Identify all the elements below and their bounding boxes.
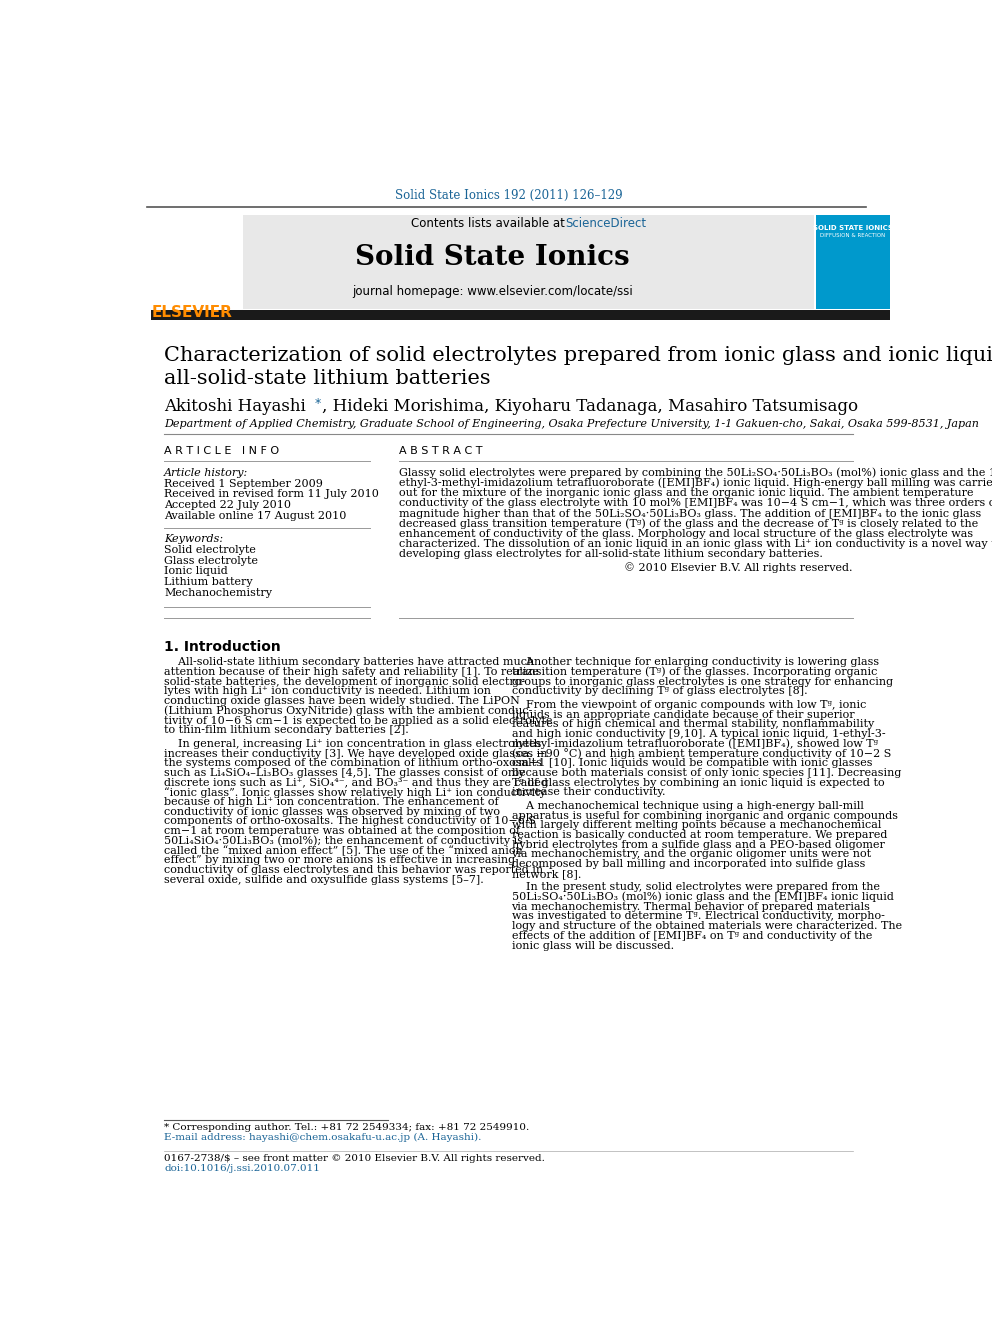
Text: components of ortho-oxosalts. The highest conductivity of 10−6 S: components of ortho-oxosalts. The highes…	[165, 816, 537, 827]
Text: DIFFUSION & REACTION: DIFFUSION & REACTION	[819, 233, 885, 238]
Text: Article history:: Article history:	[165, 468, 249, 478]
Text: such as Li₄SiO₄–Li₃BO₃ glasses [4,5]. The glasses consist of only: such as Li₄SiO₄–Li₃BO₃ glasses [4,5]. Th…	[165, 767, 525, 778]
Text: ScienceDirect: ScienceDirect	[565, 217, 647, 230]
Text: In the present study, solid electrolytes were prepared from the: In the present study, solid electrolytes…	[512, 882, 880, 892]
Text: increase their conductivity.: increase their conductivity.	[512, 787, 665, 798]
FancyBboxPatch shape	[151, 214, 243, 308]
Text: apparatus is useful for combining inorganic and organic compounds: apparatus is useful for combining inorga…	[512, 811, 898, 820]
Text: all-solid-state lithium batteries: all-solid-state lithium batteries	[165, 369, 491, 388]
Text: transition temperature (Tᵍ) of the glasses. Incorporating organic: transition temperature (Tᵍ) of the glass…	[512, 667, 877, 677]
Text: doi:10.1016/j.ssi.2010.07.011: doi:10.1016/j.ssi.2010.07.011	[165, 1164, 320, 1172]
Text: out for the mixture of the inorganic ionic glass and the organic ionic liquid. T: out for the mixture of the inorganic ion…	[399, 488, 973, 499]
Text: Solid State Ionics: Solid State Ionics	[355, 243, 630, 271]
Text: Accepted 22 July 2010: Accepted 22 July 2010	[165, 500, 292, 511]
Text: the systems composed of the combination of lithium ortho-oxosalts: the systems composed of the combination …	[165, 758, 543, 769]
Text: Another technique for enlarging conductivity is lowering glass: Another technique for enlarging conducti…	[512, 658, 879, 667]
Text: decreased glass transition temperature (Tᵍ) of the glass and the decrease of Tᵍ : decreased glass transition temperature (…	[399, 519, 978, 529]
Text: decomposed by ball milling and incorporated into sulfide glass: decomposed by ball milling and incorpora…	[512, 859, 865, 869]
Text: Glass electrolyte: Glass electrolyte	[165, 556, 258, 566]
Text: because both materials consist of only ionic species [11]. Decreasing: because both materials consist of only i…	[512, 767, 901, 778]
Text: ethyl-3-methyl-imidazolium tetrafluoroborate ([EMI]BF₄) ionic liquid. High-energ: ethyl-3-methyl-imidazolium tetrafluorobo…	[399, 478, 992, 488]
Text: increases their conductivity [3]. We have developed oxide glasses in: increases their conductivity [3]. We hav…	[165, 749, 548, 758]
Text: lytes with high Li⁺ ion conductivity is needed. Lithium ion: lytes with high Li⁺ ion conductivity is …	[165, 687, 491, 696]
Text: solid-state batteries, the development of inorganic solid electro-: solid-state batteries, the development o…	[165, 677, 526, 687]
Text: conducting oxide glasses have been widely studied. The LiPON: conducting oxide glasses have been widel…	[165, 696, 520, 706]
Text: Available online 17 August 2010: Available online 17 August 2010	[165, 511, 346, 521]
Text: ionic glass will be discussed.: ionic glass will be discussed.	[512, 941, 674, 950]
Text: features of high chemical and thermal stability, nonflammability: features of high chemical and thermal st…	[512, 720, 874, 729]
Text: cm−1 [10]. Ionic liquids would be compatible with ionic glasses: cm−1 [10]. Ionic liquids would be compat…	[512, 758, 872, 769]
FancyBboxPatch shape	[151, 311, 890, 320]
Text: In general, increasing Li⁺ ion concentration in glass electrolytes: In general, increasing Li⁺ ion concentra…	[165, 738, 542, 749]
Text: 0167-2738/$ – see front matter © 2010 Elsevier B.V. All rights reserved.: 0167-2738/$ – see front matter © 2010 El…	[165, 1154, 546, 1163]
Text: Department of Applied Chemistry, Graduate School of Engineering, Osaka Prefectur: Department of Applied Chemistry, Graduat…	[165, 419, 979, 430]
Text: * Corresponding author. Tel.: +81 72 2549334; fax: +81 72 2549910.: * Corresponding author. Tel.: +81 72 254…	[165, 1123, 530, 1132]
FancyBboxPatch shape	[816, 214, 890, 308]
Text: Characterization of solid electrolytes prepared from ionic glass and ionic liqui: Characterization of solid electrolytes p…	[165, 345, 992, 365]
Text: (Lithium Phosphorus OxyNitride) glass with the ambient conduc-: (Lithium Phosphorus OxyNitride) glass wi…	[165, 705, 533, 716]
Text: journal homepage: www.elsevier.com/locate/ssi: journal homepage: www.elsevier.com/locat…	[352, 284, 633, 298]
Text: because of high Li⁺ ion concentration. The enhancement of: because of high Li⁺ ion concentration. T…	[165, 796, 499, 807]
Text: cm−1 at room temperature was obtained at the composition of: cm−1 at room temperature was obtained at…	[165, 826, 520, 836]
Text: developing glass electrolytes for all-solid-state lithium secondary batteries.: developing glass electrolytes for all-so…	[399, 549, 823, 560]
Text: via mechanochemistry. Thermal behavior of prepared materials: via mechanochemistry. Thermal behavior o…	[512, 902, 870, 912]
Text: conductivity of glass electrolytes and this behavior was reported in: conductivity of glass electrolytes and t…	[165, 865, 544, 875]
Text: several oxide, sulfide and oxysulfide glass systems [5–7].: several oxide, sulfide and oxysulfide gl…	[165, 875, 484, 885]
Text: A B S T R A C T: A B S T R A C T	[399, 446, 483, 456]
Text: *: *	[314, 397, 320, 410]
Text: Received in revised form 11 July 2010: Received in revised form 11 July 2010	[165, 490, 379, 500]
Text: Glassy solid electrolytes were prepared by combining the 50Li₂SO₄·50Li₃BO₃ (mol%: Glassy solid electrolytes were prepared …	[399, 467, 992, 478]
Text: SOLID STATE IONICS: SOLID STATE IONICS	[812, 225, 893, 232]
Text: to thin-film lithium secondary batteries [2].: to thin-film lithium secondary batteries…	[165, 725, 409, 736]
Text: effect” by mixing two or more anions is effective in increasing: effect” by mixing two or more anions is …	[165, 855, 516, 865]
Text: attention because of their high safety and reliability [1]. To realize: attention because of their high safety a…	[165, 667, 540, 677]
Text: hybrid electrolytes from a sulfide glass and a PEO-based oligomer: hybrid electrolytes from a sulfide glass…	[512, 840, 885, 849]
Text: Akitoshi Hayashi: Akitoshi Hayashi	[165, 398, 307, 415]
Text: characterized. The dissolution of an ionic liquid in an ionic glass with Li⁺ ion: characterized. The dissolution of an ion…	[399, 538, 992, 549]
Text: liquids is an appropriate candidate because of their superior: liquids is an appropriate candidate beca…	[512, 709, 854, 720]
Text: reaction is basically conducted at room temperature. We prepared: reaction is basically conducted at room …	[512, 830, 887, 840]
Text: E-mail address: hayashi@chem.osakafu-u.ac.jp (A. Hayashi).: E-mail address: hayashi@chem.osakafu-u.a…	[165, 1132, 482, 1142]
Text: tivity of 10−6 S cm−1 is expected to be applied as a solid electrolyte: tivity of 10−6 S cm−1 is expected to be …	[165, 716, 553, 725]
Text: effects of the addition of [EMI]BF₄ on Tᵍ and conductivity of the: effects of the addition of [EMI]BF₄ on T…	[512, 931, 872, 941]
Text: Tᵍ of glass electrolytes by combining an ionic liquid is expected to: Tᵍ of glass electrolytes by combining an…	[512, 778, 884, 787]
Text: © 2010 Elsevier B.V. All rights reserved.: © 2010 Elsevier B.V. All rights reserved…	[624, 562, 852, 573]
Text: Solid State Ionics 192 (2011) 126–129: Solid State Ionics 192 (2011) 126–129	[395, 189, 622, 202]
Text: ELSEVIER: ELSEVIER	[152, 306, 233, 320]
Text: Mechanochemistry: Mechanochemistry	[165, 587, 272, 598]
Text: Lithium battery: Lithium battery	[165, 577, 253, 587]
Text: via mechanochemistry, and the organic oligomer units were not: via mechanochemistry, and the organic ol…	[512, 849, 872, 860]
Text: All-solid-state lithium secondary batteries have attracted much: All-solid-state lithium secondary batter…	[165, 658, 535, 667]
Text: logy and structure of the obtained materials were characterized. The: logy and structure of the obtained mater…	[512, 921, 902, 931]
Text: discrete ions such as Li⁺, SiO₄⁴⁻, and BO₃³⁻ and thus they are called: discrete ions such as Li⁺, SiO₄⁴⁻, and B…	[165, 778, 549, 787]
Text: magnitude higher than that of the 50Li₂SO₄·50Li₃BO₃ glass. The addition of [EMI]: magnitude higher than that of the 50Li₂S…	[399, 508, 981, 519]
Text: “ionic glass”. Ionic glasses show relatively high Li⁺ ion conductivity: “ionic glass”. Ionic glasses show relati…	[165, 787, 547, 798]
Text: 1. Introduction: 1. Introduction	[165, 640, 281, 654]
Text: Solid electrolyte: Solid electrolyte	[165, 545, 256, 554]
Text: methyl-imidazolium tetrafluoroborate ([EMI]BF₄), showed low Tᵍ: methyl-imidazolium tetrafluoroborate ([E…	[512, 738, 878, 749]
Text: was investigated to determine Tᵍ. Electrical conductivity, morpho-: was investigated to determine Tᵍ. Electr…	[512, 912, 885, 921]
Text: A R T I C L E   I N F O: A R T I C L E I N F O	[165, 446, 280, 456]
Text: Keywords:: Keywords:	[165, 534, 223, 544]
Text: Ionic liquid: Ionic liquid	[165, 566, 228, 577]
Text: conductivity of ionic glasses was observed by mixing of two: conductivity of ionic glasses was observ…	[165, 807, 500, 816]
Text: network [8].: network [8].	[512, 869, 581, 878]
Text: and high ionic conductivity [9,10]. A typical ionic liquid, 1-ethyl-3-: and high ionic conductivity [9,10]. A ty…	[512, 729, 885, 740]
Text: 50Li₂SO₄·50Li₃BO₃ (mol%) ionic glass and the [EMI]BF₄ ionic liquid: 50Li₂SO₄·50Li₃BO₃ (mol%) ionic glass and…	[512, 892, 894, 902]
Text: Received 1 September 2009: Received 1 September 2009	[165, 479, 323, 488]
Text: (ca. −90 °C) and high ambient temperature conductivity of 10−2 S: (ca. −90 °C) and high ambient temperatur…	[512, 747, 891, 759]
Text: 50Li₄SiO₄·50Li₃BO₃ (mol%); the enhancement of conductivity is: 50Li₄SiO₄·50Li₃BO₃ (mol%); the enhanceme…	[165, 836, 524, 847]
Text: conductivity by declining Tᵍ of glass electrolytes [8].: conductivity by declining Tᵍ of glass el…	[512, 687, 807, 696]
FancyBboxPatch shape	[171, 214, 813, 308]
Text: with largely different melting points because a mechanochemical: with largely different melting points be…	[512, 820, 881, 831]
Text: Contents lists available at: Contents lists available at	[411, 217, 568, 230]
Text: A mechanochemical technique using a high-energy ball-mill: A mechanochemical technique using a high…	[512, 800, 863, 811]
Text: conductivity of the glass electrolyte with 10 mol% [EMI]BF₄ was 10−4 S cm−1, whi: conductivity of the glass electrolyte wi…	[399, 499, 992, 508]
Text: called the “mixed anion effect” [5]. The use of the “mixed anion: called the “mixed anion effect” [5]. The…	[165, 845, 523, 856]
Text: groups to inorganic glass electrolytes is one strategy for enhancing: groups to inorganic glass electrolytes i…	[512, 677, 893, 687]
Text: From the viewpoint of organic compounds with low Tᵍ, ionic: From the viewpoint of organic compounds …	[512, 700, 866, 710]
Text: , Hideki Morishima, Kiyoharu Tadanaga, Masahiro Tatsumisago: , Hideki Morishima, Kiyoharu Tadanaga, M…	[321, 398, 858, 415]
Text: enhancement of conductivity of the glass. Morphology and local structure of the : enhancement of conductivity of the glass…	[399, 529, 973, 538]
